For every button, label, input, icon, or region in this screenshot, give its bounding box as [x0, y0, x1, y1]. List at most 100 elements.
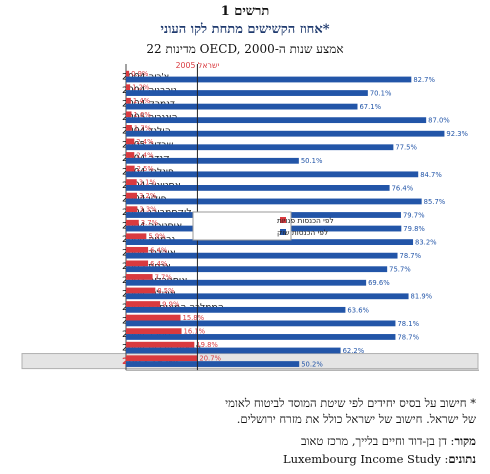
- source-line: מקור: דן בן-דוד וחיים בלייך, מרכז טאוב: [301, 434, 476, 448]
- legend-swatch: [280, 217, 286, 223]
- data-label-disposable: 2.5%: [137, 165, 155, 173]
- data-label-disposable: 1.6%: [134, 111, 152, 119]
- data-label-disposable: 1.7%: [134, 124, 152, 132]
- data-label-disposable: 19.8%: [196, 341, 218, 349]
- bar-market: [126, 279, 367, 286]
- data-label-disposable: 1.2%: [132, 84, 150, 92]
- bar-market: [126, 157, 299, 164]
- bar-disposable: [126, 301, 161, 307]
- bar-disposable: [126, 219, 139, 226]
- bar-market: [126, 171, 419, 178]
- reference-label: ישראל 2005: [176, 61, 220, 70]
- bar-disposable: [126, 165, 135, 172]
- legend-box: [192, 211, 292, 241]
- bar-disposable: [126, 97, 131, 104]
- data-label-market: 79.7%: [403, 211, 425, 219]
- bar-disposable: [126, 341, 195, 348]
- bar-market: [126, 103, 358, 110]
- bar-disposable: [126, 152, 135, 158]
- data-label-market: 77.5%: [395, 144, 417, 152]
- data-label: נתונים: [448, 452, 476, 466]
- chart-title: אחוז הקשישים מתחת לקו העוני*: [160, 22, 330, 37]
- footnote-line-2: של ישראל. חישוב של ישראל כולל את מזרח יר…: [236, 412, 476, 426]
- data-label-market: 78.1%: [397, 320, 419, 328]
- bar-disposable: [126, 125, 132, 131]
- bar-disposable: [126, 260, 149, 267]
- bar-disposable: [126, 138, 135, 145]
- data-label-disposable: 1.4%: [133, 97, 151, 105]
- data-label-disposable: 9.9%: [162, 300, 180, 308]
- data-label-market: 84.7%: [420, 171, 442, 179]
- bar-market: [126, 320, 396, 327]
- data-label-market: 92.3%: [446, 130, 468, 138]
- bar-market: [126, 347, 341, 354]
- data-label-disposable: 3.7%: [141, 219, 159, 227]
- legend-entry: לפי הכנסות פנויות: [277, 216, 334, 225]
- data-label-disposable: 3.2%: [139, 192, 157, 200]
- bar-disposable: [126, 314, 181, 321]
- data-label-disposable: 3.3%: [139, 206, 157, 214]
- data-label-disposable: 6.4%: [150, 246, 168, 254]
- data-label-market: 67.1%: [359, 103, 381, 111]
- bar-market: [126, 252, 398, 259]
- footnote-line-1: * חישוב על בסיס יחידים לפי שיטת המוסד לב…: [225, 396, 476, 410]
- bar-disposable: [126, 233, 147, 240]
- data-label-market: 75.7%: [389, 266, 411, 274]
- data-label-market: 81.9%: [411, 293, 433, 301]
- chart-subtitle: 22 מדינות OECD, אמצע שנות ה-2000: [146, 42, 344, 56]
- data-line: נתונים: Luxembourg Income Study: [283, 452, 476, 466]
- bar-market: [126, 76, 412, 83]
- data-label-disposable: 5.9%: [148, 233, 166, 241]
- data-label-market: 85.7%: [424, 198, 446, 206]
- data-label-market: 50.2%: [301, 360, 323, 368]
- bar-disposable: [126, 111, 132, 118]
- data-label-market: 76.4%: [392, 184, 414, 192]
- bar-market: [126, 117, 427, 124]
- data-label-market: 78.7%: [400, 252, 422, 260]
- bar-disposable: [126, 206, 138, 213]
- data-label-market: 50.1%: [301, 157, 323, 165]
- data-label-market: 78.7%: [397, 333, 419, 341]
- bar-disposable: [126, 328, 182, 335]
- bar-market: [126, 361, 300, 367]
- data-label-disposable: 7.7%: [155, 273, 173, 281]
- bar-disposable: [126, 246, 149, 253]
- bar-disposable: [126, 355, 198, 362]
- legend-entry: לפי הכנסות שוק: [277, 228, 328, 237]
- data-label-disposable: 16.1%: [184, 328, 206, 336]
- bar-disposable: [126, 84, 131, 91]
- data-label-disposable: 8.5%: [157, 287, 175, 295]
- bar-market: [126, 90, 368, 96]
- data-label-market: 79.8%: [403, 225, 425, 233]
- data-label-market: 62.2%: [343, 347, 365, 355]
- bar-market: [126, 130, 445, 137]
- bar-market: [126, 239, 414, 245]
- data-text: : Luxembourg Income Study: [282, 452, 449, 466]
- data-label-disposable: 15.8%: [183, 314, 205, 322]
- data-label-disposable: 0.9%: [131, 70, 149, 78]
- data-label-disposable: 3.1%: [139, 179, 157, 187]
- bar-market: [126, 334, 396, 340]
- bar-market: [126, 198, 422, 205]
- data-label-disposable: 2.4%: [136, 138, 154, 146]
- bar-market: [126, 306, 346, 313]
- bar-market: [126, 144, 394, 151]
- data-label-disposable: 2.4%: [136, 151, 154, 159]
- bar-disposable: [126, 192, 138, 199]
- bar-disposable: [126, 287, 156, 294]
- data-label-disposable: 6.4%: [150, 260, 168, 268]
- data-label-market: 83.2%: [415, 239, 437, 247]
- bar-disposable: [126, 70, 130, 77]
- bar-market: [126, 266, 388, 273]
- figure-number: תרשים 1: [220, 4, 270, 19]
- data-label-market: 69.6%: [368, 279, 390, 287]
- bar-disposable: [126, 274, 153, 280]
- data-label-disposable: 20.7%: [199, 355, 221, 363]
- legend-swatch: [280, 229, 286, 235]
- source-label: מקור: [454, 434, 476, 448]
- source-text: : דן בן-דוד וחיים בלייך, מרכז טאוב: [300, 434, 455, 448]
- data-label-market: 63.6%: [347, 306, 369, 314]
- data-label-market: 82.7%: [413, 76, 435, 84]
- bar-disposable: [126, 179, 137, 185]
